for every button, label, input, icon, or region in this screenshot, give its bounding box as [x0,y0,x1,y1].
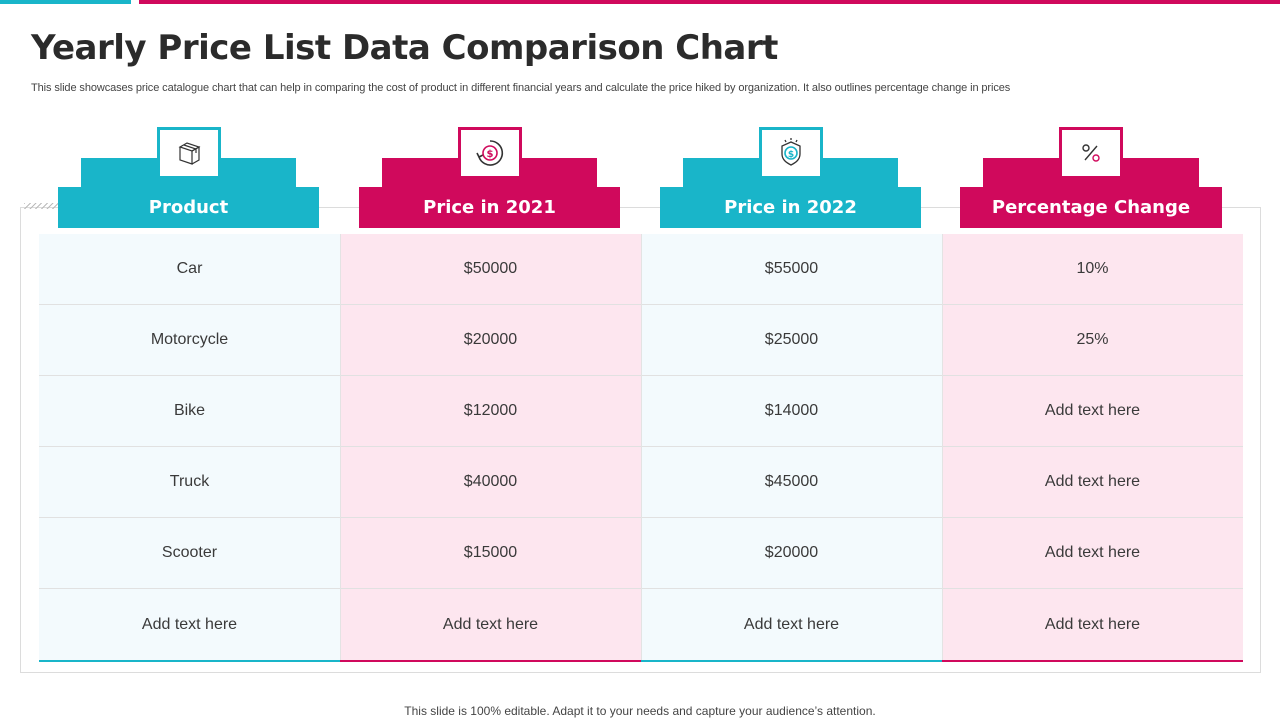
header-label: Price in 2022 [660,187,921,228]
table-cell: Bike [39,376,340,447]
top-accent-bar-teal [0,0,131,4]
column-product: Car Motorcycle Bike Truck Scooter Add te… [39,234,340,662]
box-icon [157,127,221,179]
table-cell: Add text here [942,447,1243,518]
slide-subtitle: This slide showcases price catalogue cha… [31,82,1011,94]
table-cell: Add text here [442,615,539,633]
column-percentage-change: 10% 25% Add text here Add text here Add … [942,234,1243,662]
header-product: Product [58,127,319,228]
dollar-cycle-icon: $ [458,127,522,179]
table-cell: Add text here [141,615,238,633]
table-cell: $15000 [340,518,641,589]
column-divider [641,234,642,660]
slide-footer: This slide is 100% editable. Adapt it to… [404,704,876,718]
table-cell: $45000 [641,447,942,518]
table-cell: Scooter [39,518,340,589]
table-cell: $40000 [340,447,641,518]
header-price-2022: Price in 2022 $ [660,127,921,228]
table-frame [20,207,1261,673]
column-price-2022: $55000 $25000 $14000 $45000 $20000 Add t… [641,234,942,662]
table-cell: Add text here [942,376,1243,447]
svg-text:$: $ [487,149,494,160]
column-price-2021: $50000 $20000 $12000 $40000 $15000 Add t… [340,234,641,662]
column-divider [340,234,341,660]
table-cell: Car [39,234,340,305]
table-cell: $20000 [340,305,641,376]
table-cell: 10% [942,234,1243,305]
percent-icon [1059,127,1123,179]
slide-title: Yearly Price List Data Comparison Chart [31,28,778,68]
header-label: Price in 2021 [359,187,620,228]
top-accent-bar-pink [139,0,1280,4]
header-price-2021: Price in 2021 $ [359,127,620,228]
table-cell: $55000 [641,234,942,305]
table-cell: 25% [942,305,1243,376]
table-cell: $50000 [340,234,641,305]
table-cell: $12000 [340,376,641,447]
svg-text:$: $ [788,150,794,160]
table-cell: Add text here [1044,615,1141,633]
table-cell: $20000 [641,518,942,589]
table-cell: $14000 [641,376,942,447]
table-cell: Add text here [942,518,1243,589]
header-label: Percentage Change [960,187,1222,228]
table-cell: $25000 [641,305,942,376]
column-divider [942,234,943,660]
table-cell: Truck [39,447,340,518]
hatch-decoration [24,203,60,209]
header-percentage-change: Percentage Change [960,127,1222,228]
header-label: Product [58,187,319,228]
table-cell: Motorcycle [39,305,340,376]
dollar-shield-icon: $ [759,127,823,179]
table-cell: Add text here [743,615,840,633]
